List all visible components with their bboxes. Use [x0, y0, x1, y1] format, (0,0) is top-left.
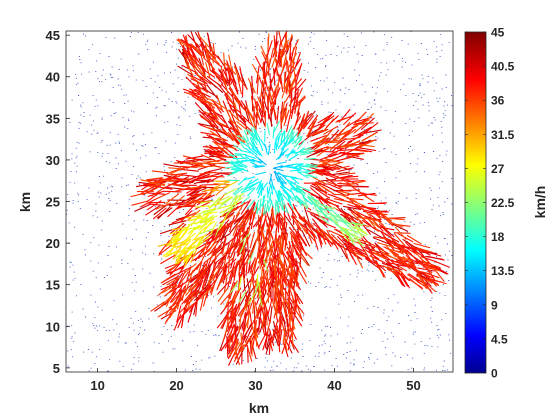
plot-area — [66, 31, 453, 372]
y-axis: 5 10 15 20 25 30 35 40 45 — [46, 28, 70, 376]
y-tick-label: 30 — [46, 153, 60, 168]
colorbar-gradient — [464, 31, 487, 374]
x-tick-label: 50 — [406, 378, 420, 393]
wind-vector-field — [130, 31, 450, 366]
y-tick-label: 40 — [46, 70, 60, 85]
y-tick-label: 25 — [46, 195, 60, 210]
y-tick-label: 45 — [46, 28, 60, 43]
x-axis-label: km — [249, 400, 269, 416]
colorbar-tick-label: 9 — [491, 298, 498, 312]
colorbar-tick-label: 36 — [491, 94, 505, 108]
colorbar-tick-label: 40.5 — [491, 60, 515, 74]
colorbar-tick-label: 4.5 — [491, 332, 508, 346]
y-tick-label: 10 — [46, 319, 60, 334]
colorbar-tick-label: 18 — [491, 230, 505, 244]
colorbar-tick-label: 27 — [491, 162, 505, 176]
colorbar-tick-label: 13.5 — [491, 264, 515, 278]
colorbar-ticks: 0 4.5 9 13.5 18 22.5 27 31.5 36 40.5 45 — [465, 26, 515, 381]
x-tick-label: 30 — [248, 378, 262, 393]
colorbar-label: km/h — [532, 186, 548, 219]
wind-vector-group — [302, 192, 351, 228]
y-axis-label: km — [17, 192, 33, 212]
x-tick-label: 10 — [90, 378, 104, 393]
x-tick-label: 20 — [169, 378, 183, 393]
colorbar: 0 4.5 9 13.5 18 22.5 27 31.5 36 40.5 45 km/h — [464, 26, 548, 381]
colorbar-tick-label: 0 — [491, 367, 498, 381]
wind-vector-group — [250, 143, 293, 190]
y-tick-label: 15 — [46, 278, 60, 293]
wind-vector-group — [130, 31, 447, 366]
y-tick-label: 5 — [53, 361, 60, 376]
y-tick-label: 20 — [46, 236, 60, 251]
wind-vector-group — [140, 33, 441, 358]
x-tick-label: 40 — [327, 378, 341, 393]
x-axis: 10 20 30 40 50 — [90, 368, 421, 393]
colorbar-tick-label: 22.5 — [491, 196, 515, 210]
wind-vector-group — [206, 186, 220, 197]
colorbar-tick-label: 31.5 — [491, 128, 515, 142]
colorbar-tick-label: 45 — [491, 26, 505, 40]
wind-vector-group — [258, 158, 284, 185]
y-tick-label: 35 — [46, 111, 60, 126]
wind-vector-group — [217, 194, 366, 307]
